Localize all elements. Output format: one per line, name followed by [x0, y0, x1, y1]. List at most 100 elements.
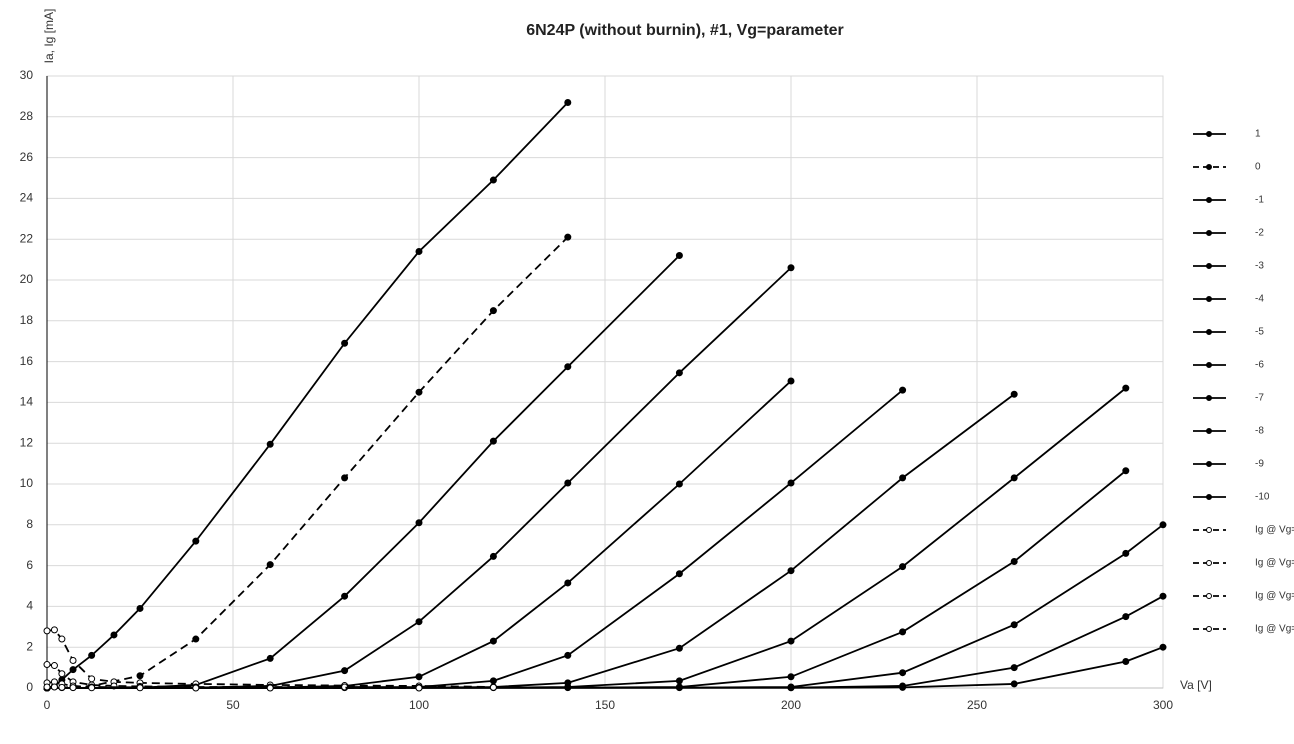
data-point	[1010, 621, 1018, 629]
legend-marker	[1206, 362, 1212, 368]
legend-label: -4	[1255, 294, 1264, 305]
series-line	[47, 686, 419, 689]
data-point	[787, 567, 795, 575]
legend-label: -6	[1255, 360, 1264, 371]
data-point	[489, 637, 497, 645]
data-point	[69, 684, 77, 692]
data-point	[675, 677, 683, 685]
legend-label: -9	[1255, 459, 1264, 470]
data-point	[43, 661, 51, 669]
legend-marker	[1206, 593, 1212, 599]
data-point	[266, 561, 274, 569]
data-point	[415, 519, 423, 527]
data-point	[415, 388, 423, 396]
data-point	[564, 233, 572, 241]
x-tick-label: 50	[226, 698, 240, 712]
data-point	[1122, 549, 1130, 557]
legend-label: -1	[1255, 195, 1264, 206]
legend-label: 1	[1255, 129, 1261, 140]
data-point	[58, 635, 66, 643]
data-point	[266, 440, 274, 448]
legend-label: -3	[1255, 261, 1264, 272]
legend-label: Ig @ Vg=2V	[1255, 558, 1294, 569]
x-tick-label: 150	[595, 698, 615, 712]
data-point	[489, 677, 497, 685]
x-tick-label: 0	[44, 698, 51, 712]
data-point	[1122, 384, 1130, 392]
legend-marker	[1206, 329, 1212, 335]
legend-label: 0	[1255, 162, 1261, 173]
data-point	[564, 579, 572, 587]
legend-label: Ig @ Vg=3V	[1255, 525, 1294, 536]
data-point	[88, 684, 96, 692]
data-point	[1010, 474, 1018, 482]
data-point	[341, 474, 349, 482]
data-point	[489, 176, 497, 184]
y-tick-label: 30	[20, 68, 34, 82]
y-tick-label: 24	[20, 191, 34, 205]
data-point	[787, 637, 795, 645]
y-tick-label: 10	[20, 476, 34, 490]
data-point	[564, 479, 572, 487]
data-point	[787, 264, 795, 272]
legend-label: -8	[1255, 426, 1264, 437]
legend-marker	[1206, 296, 1212, 302]
data-point	[787, 684, 795, 692]
data-point	[88, 675, 96, 683]
data-point	[1010, 390, 1018, 398]
legend-label: -2	[1255, 228, 1264, 239]
data-point	[341, 339, 349, 347]
legend-label: -5	[1255, 327, 1264, 338]
data-point	[675, 570, 683, 578]
y-tick-label: 18	[20, 313, 34, 327]
data-point	[1010, 664, 1018, 672]
data-point	[489, 552, 497, 560]
data-point	[50, 662, 58, 670]
legend-label: -10	[1255, 492, 1270, 503]
data-point	[675, 644, 683, 652]
data-point	[1122, 657, 1130, 665]
data-point	[564, 363, 572, 371]
data-point	[899, 669, 907, 677]
legend-marker	[1206, 494, 1212, 500]
data-point	[58, 683, 66, 691]
y-tick-label: 14	[20, 395, 34, 409]
data-point	[50, 683, 58, 691]
data-point	[266, 654, 274, 662]
y-tick-label: 4	[26, 599, 33, 613]
legend-marker	[1206, 395, 1212, 401]
data-point	[1159, 643, 1167, 651]
y-tick-label: 22	[20, 231, 34, 245]
data-point	[675, 369, 683, 377]
data-point	[564, 99, 572, 107]
data-point	[787, 479, 795, 487]
data-point	[675, 480, 683, 488]
y-tick-label: 0	[26, 680, 33, 694]
data-point	[489, 307, 497, 315]
data-point	[415, 684, 423, 692]
data-point	[58, 670, 66, 678]
data-point	[675, 252, 683, 260]
data-point	[1010, 558, 1018, 566]
data-point	[415, 673, 423, 681]
data-point	[489, 437, 497, 445]
y-tick-label: 6	[26, 558, 33, 572]
y-tick-label: 8	[26, 517, 33, 531]
legend-marker	[1206, 230, 1212, 236]
y-tick-label: 28	[20, 109, 34, 123]
y-tick-label: 16	[20, 354, 34, 368]
legend-marker	[1206, 263, 1212, 269]
data-point	[899, 386, 907, 394]
data-point	[415, 247, 423, 255]
data-point	[489, 683, 497, 691]
data-point	[43, 627, 51, 635]
data-point	[136, 604, 144, 612]
legend-label: -7	[1255, 393, 1264, 404]
legend-label: Ig @ Vg=1V	[1255, 591, 1294, 602]
legend-marker	[1206, 461, 1212, 467]
data-point	[69, 666, 77, 674]
data-point	[266, 684, 274, 692]
data-point	[192, 537, 200, 545]
data-point	[1122, 467, 1130, 475]
